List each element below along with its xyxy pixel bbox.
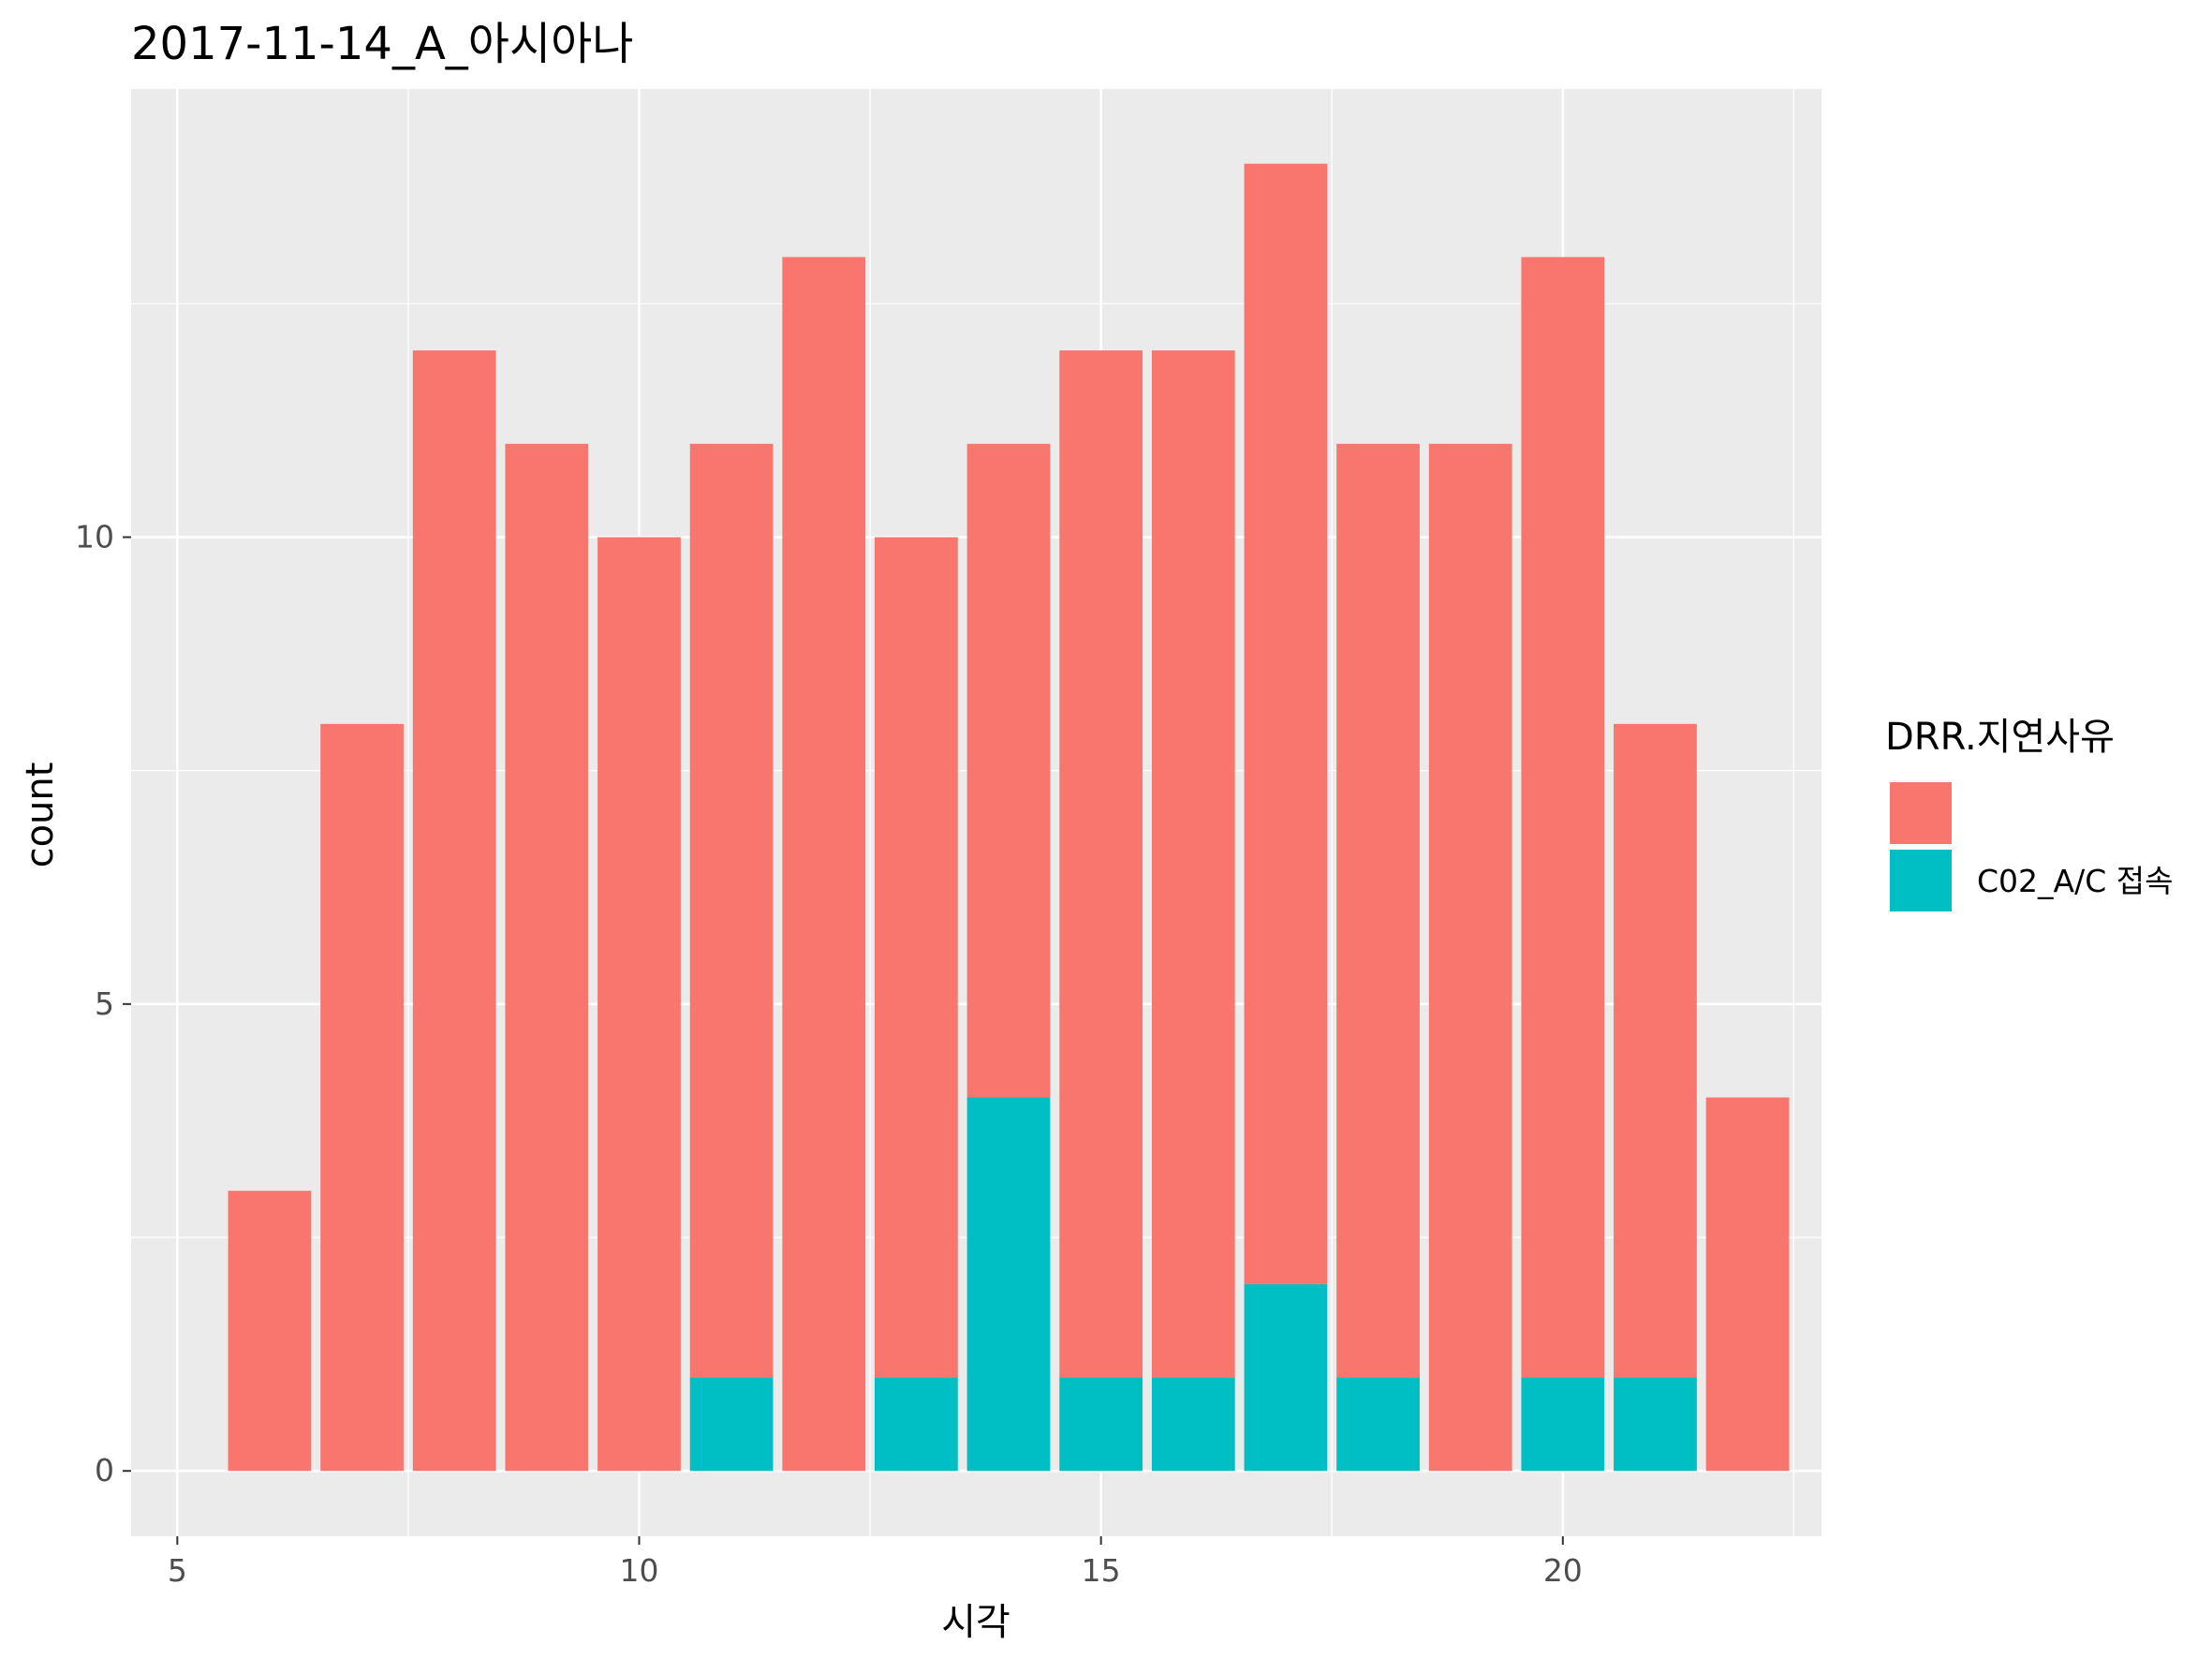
- x-axis-title: 시각: [941, 1601, 1010, 1644]
- y-tick-label: 0: [95, 1452, 114, 1489]
- legend-label: C02_A/C 접속: [1977, 863, 2173, 899]
- y-tick-label: 10: [75, 518, 114, 555]
- bar-segment-blank: [1705, 1097, 1790, 1472]
- bar-segment-c02: [1059, 1377, 1143, 1472]
- bars-group: [228, 163, 1790, 1472]
- bar-segment-blank: [597, 537, 681, 1472]
- bar-segment-blank: [412, 350, 496, 1472]
- bar-segment-blank: [875, 537, 958, 1378]
- y-tick-label: 5: [95, 985, 114, 1022]
- x-tick-label: 10: [619, 1552, 658, 1589]
- legend: DRR.지연사유 C02_A/C 접속: [1885, 716, 2173, 911]
- bar-segment-blank: [1244, 163, 1328, 1284]
- bar-segment-blank: [1336, 443, 1420, 1378]
- bar-segment-blank: [228, 1191, 312, 1472]
- axes-group: 5 10 15 20 0 5 10: [75, 518, 1583, 1589]
- chart-title: 2017-11-14_A_아시아나: [131, 18, 633, 70]
- y-axis-title: count: [19, 763, 62, 868]
- bar-segment-c02: [1521, 1377, 1605, 1472]
- x-tick-label: 5: [168, 1552, 187, 1589]
- bar-segment-c02: [1336, 1377, 1420, 1472]
- bar-segment-blank: [320, 723, 404, 1472]
- bar-segment-blank: [689, 443, 774, 1378]
- bar-segment-blank: [1151, 350, 1235, 1378]
- bar-segment-blank: [782, 257, 866, 1472]
- bar-segment-blank: [1614, 723, 1697, 1378]
- bar-segment-c02: [1614, 1377, 1697, 1472]
- legend-key: [1890, 850, 1952, 911]
- bar-segment-c02: [966, 1097, 1051, 1472]
- bar-segment-c02: [1244, 1283, 1328, 1472]
- bar-segment-c02: [689, 1377, 774, 1472]
- bar-segment-blank: [1521, 257, 1605, 1378]
- bar-segment-blank: [505, 443, 589, 1472]
- bar-segment-blank: [1428, 443, 1512, 1472]
- bar-segment-blank: [966, 443, 1051, 1098]
- bar-segment-c02: [875, 1377, 958, 1472]
- legend-title: DRR.지연사유: [1885, 716, 2115, 759]
- legend-entries: C02_A/C 접속: [1890, 782, 2173, 911]
- bar-segment-blank: [1059, 350, 1143, 1378]
- legend-key: [1890, 782, 1952, 844]
- x-tick-label: 15: [1082, 1552, 1121, 1589]
- x-tick-label: 20: [1543, 1552, 1583, 1589]
- bar-segment-c02: [1151, 1377, 1235, 1472]
